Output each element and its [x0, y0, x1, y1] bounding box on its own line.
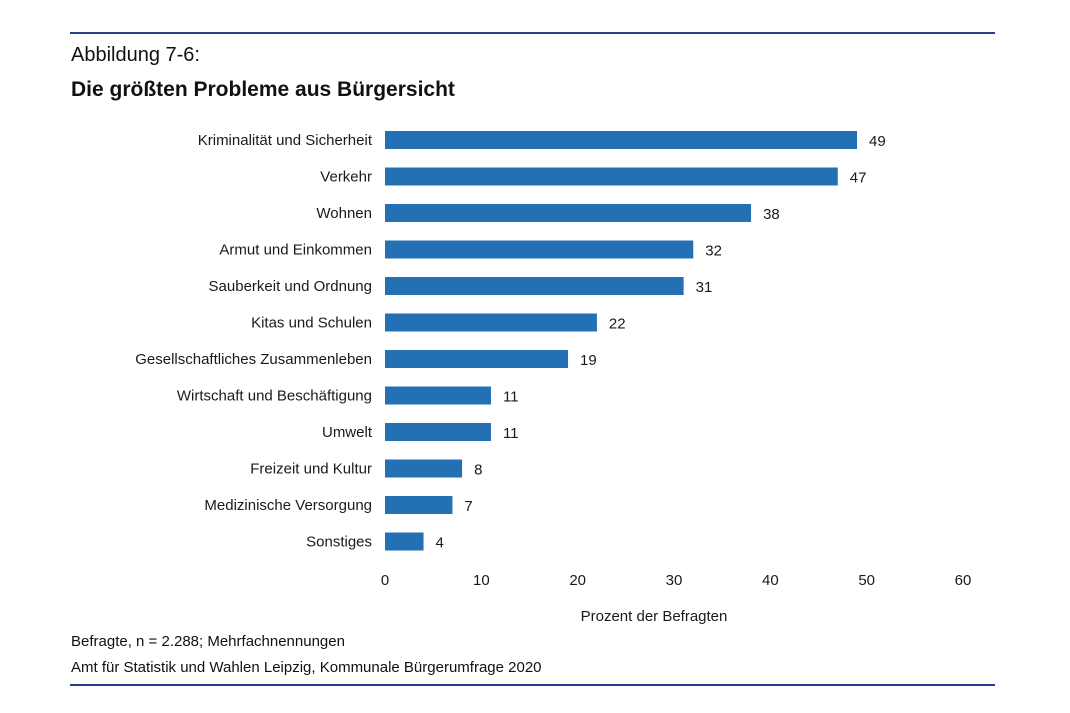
category-label: Kriminalität und Sicherheit	[198, 132, 373, 149]
bars-layer	[385, 131, 858, 551]
value-label: 31	[696, 279, 713, 296]
top-rule	[70, 32, 995, 34]
category-label: Sonstiges	[306, 534, 372, 551]
bar	[385, 204, 752, 222]
bar	[385, 277, 684, 295]
x-tick-label: 10	[473, 572, 490, 589]
category-label: Verkehr	[320, 169, 372, 186]
bar	[385, 459, 463, 478]
figure-label: Abbildung 7-6:	[71, 44, 200, 66]
bar	[385, 496, 453, 514]
x-tick-label: 40	[762, 572, 779, 589]
chart-title: Die größten Probleme aus Bürgersicht	[71, 78, 455, 101]
bar	[385, 350, 569, 368]
value-label: 32	[705, 243, 722, 260]
category-label: Freizeit und Kultur	[250, 461, 372, 478]
value-label: 8	[474, 462, 482, 479]
value-label: 4	[436, 535, 444, 552]
bar	[385, 131, 858, 149]
bar	[385, 313, 597, 332]
value-label: 38	[763, 206, 780, 223]
x-tick-label: 20	[569, 572, 586, 589]
bar	[385, 240, 694, 259]
value-label: 11	[503, 389, 519, 406]
value-label: 22	[609, 316, 626, 333]
category-label: Medizinische Versorgung	[204, 497, 372, 514]
value-labels: 49 47 38 32 31 22 19 11 11 8 7 4	[436, 133, 886, 552]
bottom-rule	[70, 684, 995, 686]
x-axis-ticks: 0 10 20 30 40 50 60	[381, 572, 972, 589]
value-label: 47	[850, 170, 867, 187]
category-label: Wohnen	[316, 205, 372, 222]
category-labels: Kriminalität und Sicherheit Verkehr Wohnen…	[135, 132, 373, 551]
value-label: 7	[464, 498, 472, 515]
category-label: Gesellschaftliches Zusammenleben	[135, 351, 372, 368]
bar	[385, 167, 838, 186]
x-axis-label: Prozent der Befragten	[581, 608, 728, 625]
x-tick-label: 50	[858, 572, 875, 589]
x-tick-label: 30	[666, 572, 683, 589]
value-label: 11	[503, 425, 519, 442]
value-label: 49	[869, 133, 886, 150]
x-tick-label: 60	[955, 572, 972, 589]
category-label: Armut und Einkommen	[219, 242, 372, 259]
x-tick-label: 0	[381, 572, 389, 589]
category-label: Sauberkeit und Ordnung	[209, 278, 372, 295]
sample-note: Befragte, n = 2.288; Mehrfachnennungen	[71, 633, 345, 650]
category-label: Wirtschaft und Beschäftigung	[177, 388, 372, 405]
bar	[385, 386, 491, 405]
bar	[385, 532, 424, 551]
category-label: Kitas und Schulen	[251, 315, 372, 332]
value-label: 19	[580, 352, 597, 369]
source-note: Amt für Statistik und Wahlen Leipzig, Ko…	[71, 659, 542, 676]
category-label: Umwelt	[322, 424, 373, 441]
bar	[385, 423, 491, 441]
